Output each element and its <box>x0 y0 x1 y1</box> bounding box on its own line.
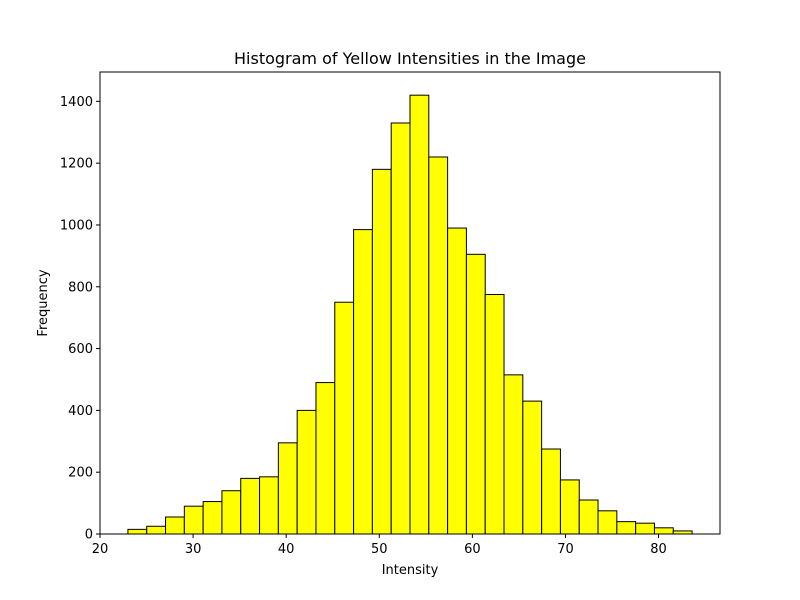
x-tick-label: 60 <box>464 542 481 557</box>
histogram-bar <box>616 521 637 535</box>
histogram-bar <box>146 525 167 535</box>
y-tick-label: 200 <box>68 466 93 481</box>
histogram-bar <box>353 229 373 535</box>
histogram-bar <box>296 409 317 535</box>
y-tick-label: 800 <box>68 280 93 295</box>
y-tick-label: 0 <box>85 528 93 543</box>
x-tick-label: 40 <box>278 542 295 557</box>
histogram-bar <box>578 499 599 535</box>
histogram-bar <box>334 301 355 535</box>
x-axis-ticks: 20 30 40 50 60 70 80 <box>92 534 667 557</box>
histogram-bar <box>522 400 543 535</box>
y-tick-label: 400 <box>68 404 93 419</box>
histogram-bar <box>635 522 655 535</box>
histogram-bar <box>541 448 561 535</box>
histogram-bar <box>447 227 467 535</box>
histogram-bar <box>165 516 185 535</box>
histogram-bar <box>127 528 148 535</box>
histogram-bar <box>259 476 279 535</box>
x-tick-label: 80 <box>650 542 667 557</box>
histogram-bar <box>240 477 261 535</box>
histogram-bar <box>428 156 449 535</box>
histogram-bar <box>277 442 298 535</box>
histogram-bar <box>597 510 618 535</box>
bars-group <box>127 94 693 535</box>
histogram-bar <box>559 479 580 535</box>
y-tick-label: 1400 <box>60 95 93 110</box>
x-tick-label: 50 <box>371 542 388 557</box>
histogram-bar <box>484 294 505 535</box>
histogram-bar <box>409 94 430 535</box>
x-tick-label: 20 <box>92 542 109 557</box>
y-tick-label: 1000 <box>60 218 93 233</box>
histogram-bar <box>315 382 336 535</box>
y-tick-label: 1200 <box>60 157 93 172</box>
chart-title: Histogram of Yellow Intensities in the I… <box>234 49 586 68</box>
histogram-bar <box>465 253 486 535</box>
histogram-bar <box>371 168 392 535</box>
y-tick-label: 600 <box>68 342 93 357</box>
y-axis-ticks: 0 200 400 600 800 1000 1200 1400 <box>60 95 100 543</box>
histogram-bar <box>183 505 204 535</box>
histogram-bar <box>221 490 242 535</box>
histogram-bar <box>503 374 524 535</box>
histogram-bar <box>653 527 674 535</box>
y-axis-label: Frequency <box>36 269 51 336</box>
x-tick-label: 30 <box>185 542 202 557</box>
x-tick-label: 70 <box>557 542 574 557</box>
histogram-bar <box>202 501 223 535</box>
plot-frame <box>99 71 721 535</box>
histogram-bar <box>390 122 411 535</box>
x-axis-label: Intensity <box>382 563 439 578</box>
